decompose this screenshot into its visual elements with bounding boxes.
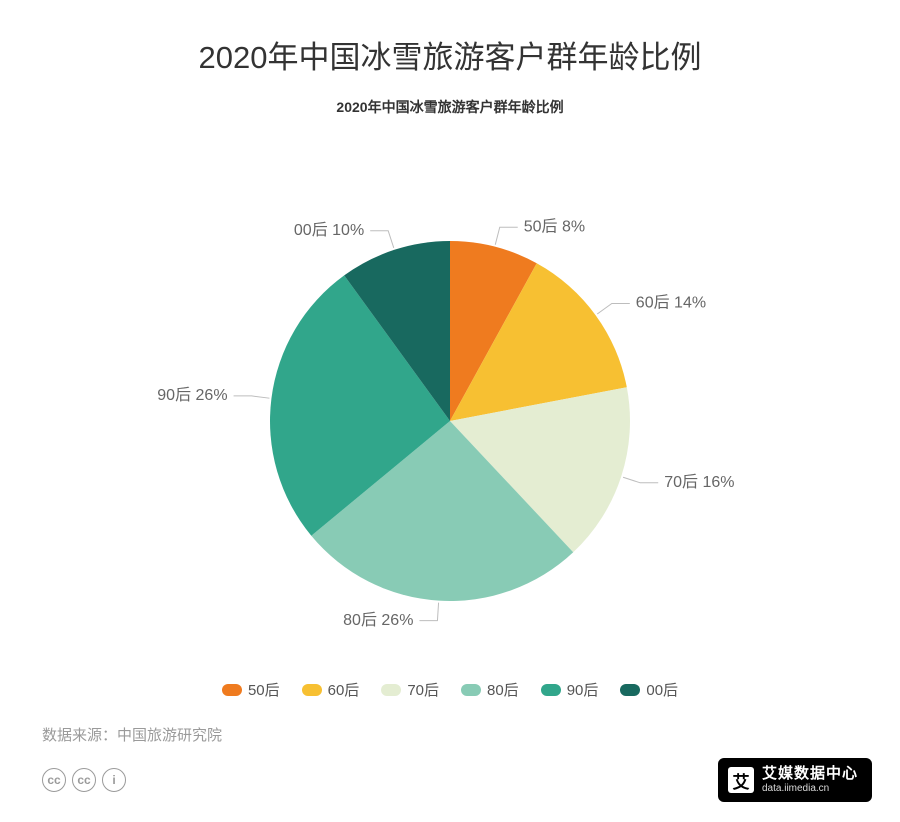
legend-item-90后: 90后 bbox=[541, 679, 599, 700]
legend-swatch bbox=[381, 684, 401, 696]
leader-line bbox=[234, 396, 270, 398]
brand-text: 艾媒数据中心 data.iimedia.cn bbox=[762, 766, 858, 794]
slice-label-80后: 80后 26% bbox=[343, 611, 413, 629]
pie-svg: 50后 8% 60后 14% 70后 16% 80后 26% 90后 26% 00后 10… bbox=[0, 131, 900, 671]
leader-line bbox=[495, 227, 517, 244]
slice-label-50后: 50后 8% bbox=[524, 218, 585, 236]
leader-line bbox=[370, 231, 394, 248]
slice-label-90后: 90后 26% bbox=[157, 386, 227, 404]
legend-label: 70后 bbox=[407, 679, 439, 700]
legend-swatch bbox=[620, 684, 640, 696]
slice-label-70后: 70后 16% bbox=[664, 473, 734, 491]
leader-line bbox=[419, 603, 438, 621]
legend-swatch bbox=[222, 684, 242, 696]
cc-icon: cc bbox=[72, 768, 96, 792]
slice-label-00后: 00后 10% bbox=[294, 221, 364, 239]
slice-label-60后: 60后 14% bbox=[636, 294, 706, 312]
legend-item-00后: 00后 bbox=[620, 679, 678, 700]
chart-subtitle: 2020年中国冰雪旅游客户群年龄比例 bbox=[0, 97, 900, 117]
legend-label: 00后 bbox=[646, 679, 678, 700]
leader-line bbox=[623, 477, 658, 483]
legend-label: 90后 bbox=[567, 679, 599, 700]
info-icon: i bbox=[102, 768, 126, 792]
legend-item-80后: 80后 bbox=[461, 679, 519, 700]
footer: cc cc i 艾 艾媒数据中心 data.iimedia.cn bbox=[0, 758, 900, 802]
cc-icon: cc bbox=[42, 768, 66, 792]
chart-title: 2020年中国冰雪旅游客户群年龄比例 bbox=[0, 0, 900, 77]
legend-swatch bbox=[541, 684, 561, 696]
license-icons: cc cc i bbox=[42, 768, 126, 792]
brand-badge: 艾 艾媒数据中心 data.iimedia.cn bbox=[718, 758, 872, 802]
data-source: 数据来源：中国旅游研究院 bbox=[42, 724, 900, 745]
legend: 50后 60后 70后 80后 90后 00后 bbox=[0, 679, 900, 700]
legend-label: 50后 bbox=[248, 679, 280, 700]
legend-item-60后: 60后 bbox=[302, 679, 360, 700]
legend-label: 80后 bbox=[487, 679, 519, 700]
brand-name-cn: 艾媒数据中心 bbox=[762, 766, 858, 783]
brand-name-en: data.iimedia.cn bbox=[762, 783, 858, 794]
brand-logo: 艾 bbox=[728, 767, 754, 793]
legend-label: 60后 bbox=[328, 679, 360, 700]
pie-chart: 50后 8% 60后 14% 70后 16% 80后 26% 90后 26% 00后 10… bbox=[0, 131, 900, 671]
legend-swatch bbox=[302, 684, 322, 696]
leader-line bbox=[597, 303, 630, 314]
legend-item-70后: 70后 bbox=[381, 679, 439, 700]
legend-item-50后: 50后 bbox=[222, 679, 280, 700]
legend-swatch bbox=[461, 684, 481, 696]
